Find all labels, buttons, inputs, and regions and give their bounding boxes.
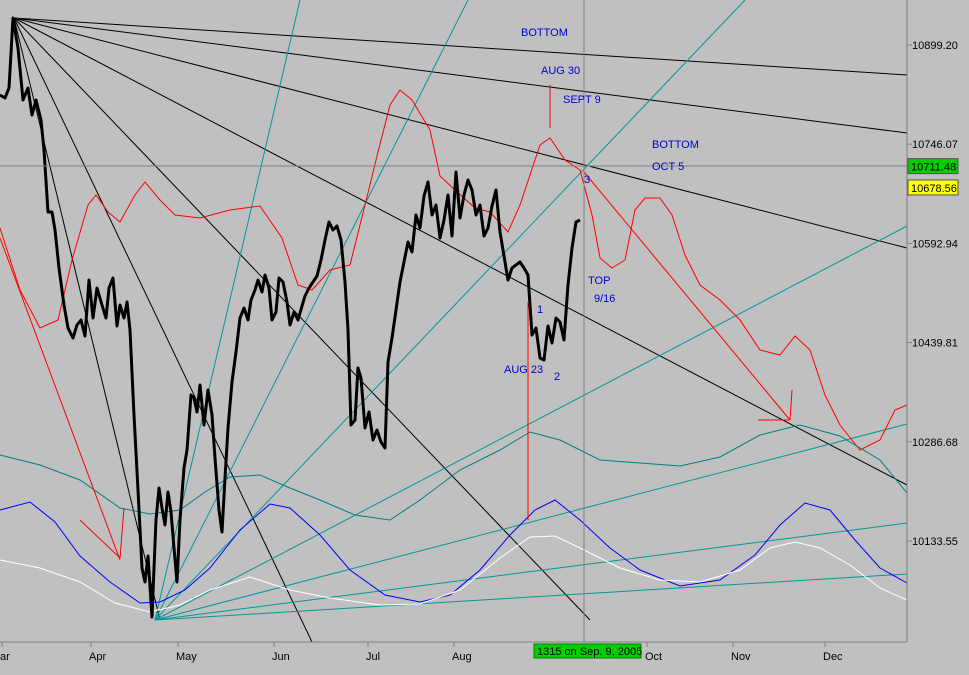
teal-cycle-line xyxy=(0,424,908,521)
price-badge-box xyxy=(907,179,959,196)
price-axis: 10899.20 10746.07 10592.94 10439.81 10286.68… xyxy=(907,40,958,548)
red-marker-line xyxy=(119,507,125,559)
price-axis-tick-label: 10746.07 xyxy=(912,139,958,151)
annotation-label: TOP xyxy=(588,275,610,287)
fan-line-black xyxy=(13,17,908,134)
annotation-label: 1 xyxy=(537,304,543,316)
price-axis-tick-label: 10899.20 xyxy=(912,40,958,52)
date-axis-tick-label: ar xyxy=(0,651,10,663)
fan-line-black xyxy=(13,17,313,643)
fan-line-black xyxy=(13,17,908,76)
date-axis-tick-label: Dec xyxy=(823,651,843,663)
price-axis-tick-label: 10439.81 xyxy=(912,338,958,350)
price-series-line xyxy=(0,16,581,619)
red-marker-line xyxy=(0,237,121,561)
fan-line-teal xyxy=(154,522,908,621)
annotation-label: BOTTOM xyxy=(521,27,568,39)
price-axis-tick-label: 10133.55 xyxy=(912,536,958,548)
annotation-label: OCT 5 xyxy=(652,161,684,173)
date-axis-tick-label: Apr xyxy=(89,651,106,663)
fan-line-teal xyxy=(154,573,908,621)
annotation-label: AUG 23 xyxy=(504,364,543,376)
annotation-label: 2 xyxy=(554,371,560,383)
annotation-label: 3 xyxy=(584,174,590,186)
date-axis-tick-label: Nov xyxy=(731,651,751,663)
fan-line-teal xyxy=(154,225,908,621)
crosshair-date-badge-box xyxy=(533,643,642,659)
red-marker-line xyxy=(79,519,121,559)
cycle-lines xyxy=(0,89,908,613)
price-badge-label: 10711.48 xyxy=(911,162,956,174)
fan-line-black xyxy=(13,17,908,249)
date-axis: ar Apr May Jun Jul Aug Oct Nov Dec xyxy=(0,642,843,663)
red-cycle-line xyxy=(0,89,908,451)
annotation-label: AUG 30 xyxy=(541,65,580,77)
annotation-label: 9/16 xyxy=(594,293,615,305)
red-marker-line xyxy=(789,389,793,421)
red-markers xyxy=(0,85,793,561)
annotation-label: BOTTOM xyxy=(652,139,699,151)
date-axis-tick-label: Oct xyxy=(645,651,662,663)
fan-line-teal xyxy=(154,0,469,621)
red-marker-line xyxy=(583,171,791,421)
price-axis-tick-label: 10286.68 xyxy=(912,437,958,449)
date-axis-tick-label: May xyxy=(176,651,197,663)
fan-line-teal xyxy=(154,0,746,621)
fan-line-black xyxy=(13,17,908,486)
price-axis-tick-label: 10592.94 xyxy=(912,238,958,250)
crosshair-date-badge: 1315 on Sep. 9, 2005 xyxy=(533,643,642,659)
price-badges: 10711.48 10678.56 xyxy=(907,158,959,196)
white-cycle-line xyxy=(0,535,908,613)
date-axis-tick-label: Jul xyxy=(366,651,380,663)
annotations: BOTTOM AUG 30 SEPT 9 BOTTOM OCT 5 3 TOP 9/16 1 AU… xyxy=(504,27,699,383)
crosshair-date-label: 1315 on Sep. 9, 2005 xyxy=(537,646,642,658)
price-badge-label: 10678.56 xyxy=(911,183,957,195)
date-axis-tick-label: Aug xyxy=(452,651,472,663)
price-badge-box xyxy=(907,158,959,175)
date-axis-tick-label: Jun xyxy=(272,651,290,663)
blue-cycle-line xyxy=(0,499,908,604)
annotation-label: SEPT 9 xyxy=(563,94,601,106)
fan-line-black xyxy=(13,17,591,621)
